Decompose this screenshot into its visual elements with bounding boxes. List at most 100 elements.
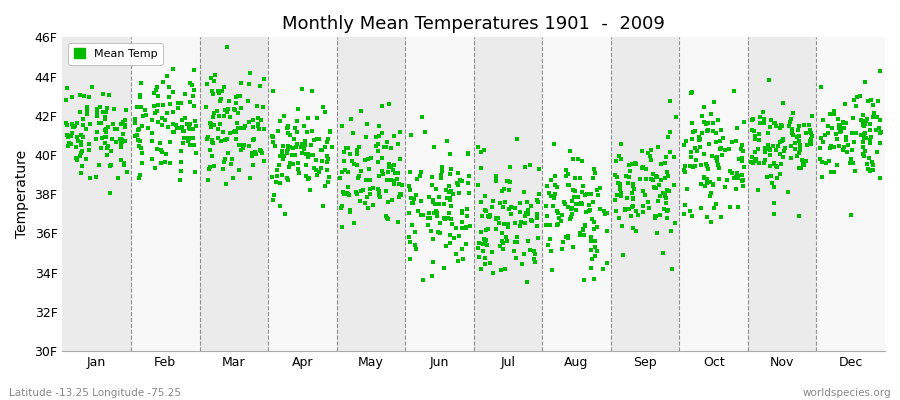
Point	[212, 112, 226, 119]
Point	[492, 243, 507, 249]
Point	[554, 218, 568, 224]
Point	[862, 168, 877, 174]
Point	[454, 225, 469, 231]
Point	[90, 106, 104, 112]
Point	[857, 122, 871, 129]
Point	[857, 135, 871, 142]
Point	[492, 220, 507, 226]
Bar	[473, 37, 543, 351]
Point	[585, 175, 599, 182]
Point	[626, 225, 640, 231]
Point	[213, 121, 228, 127]
Point	[813, 156, 827, 162]
Point	[544, 192, 558, 199]
Point	[849, 102, 863, 109]
Point	[73, 109, 87, 115]
Point	[745, 117, 760, 124]
Point	[872, 140, 886, 146]
Point	[662, 187, 677, 194]
Point	[846, 160, 860, 166]
Point	[590, 248, 605, 254]
Point	[850, 94, 864, 100]
Point	[371, 159, 385, 165]
Point	[144, 117, 158, 124]
Point	[279, 148, 293, 154]
Point	[543, 222, 557, 228]
Point	[354, 188, 368, 195]
Point	[319, 183, 333, 190]
Point	[409, 228, 423, 235]
Point	[583, 207, 598, 213]
Point	[726, 88, 741, 94]
Point	[448, 250, 463, 257]
Point	[715, 152, 729, 158]
Point	[74, 132, 88, 138]
Point	[323, 128, 338, 135]
Point	[486, 270, 500, 276]
Point	[429, 208, 444, 215]
Point	[392, 191, 407, 197]
Bar	[268, 37, 337, 351]
Point	[626, 196, 640, 203]
Point	[381, 216, 395, 222]
Point	[576, 183, 590, 189]
Point	[656, 190, 670, 197]
Point	[311, 169, 326, 175]
Point	[786, 110, 800, 116]
Point	[665, 265, 680, 272]
Point	[659, 200, 673, 206]
Point	[455, 178, 470, 184]
Point	[693, 180, 707, 187]
Point	[71, 138, 86, 144]
Point	[273, 118, 287, 124]
Point	[620, 195, 634, 202]
Point	[636, 208, 651, 215]
Point	[636, 188, 651, 194]
Point	[641, 198, 655, 205]
Point	[166, 109, 180, 115]
Point	[301, 115, 315, 122]
Point	[824, 168, 838, 175]
Point	[735, 178, 750, 184]
Point	[627, 186, 642, 192]
Point	[623, 168, 637, 174]
Point	[866, 162, 880, 168]
Point	[510, 136, 525, 142]
Point	[166, 129, 180, 136]
Point	[501, 221, 516, 228]
Point	[60, 122, 75, 128]
Bar	[62, 37, 131, 351]
Point	[745, 154, 760, 160]
Point	[382, 101, 396, 108]
Point	[443, 194, 457, 201]
Point	[714, 145, 728, 151]
Point	[277, 153, 292, 160]
Point	[796, 122, 811, 128]
Point	[223, 130, 238, 136]
Point	[246, 124, 260, 130]
Point	[402, 168, 417, 175]
Point	[65, 130, 79, 136]
Point	[283, 144, 297, 150]
Point	[574, 200, 589, 206]
Point	[839, 120, 853, 126]
Point	[767, 120, 781, 126]
Point	[460, 213, 474, 219]
Point	[614, 193, 628, 200]
Point	[353, 198, 367, 204]
Point	[853, 93, 868, 100]
Point	[625, 204, 639, 210]
Point	[500, 224, 515, 230]
Point	[481, 213, 495, 219]
Point	[218, 107, 232, 113]
Point	[270, 173, 284, 179]
Point	[864, 97, 878, 103]
Point	[211, 88, 225, 94]
Point	[713, 146, 727, 152]
Point	[767, 161, 781, 167]
Point	[830, 162, 844, 168]
Point	[425, 272, 439, 279]
Point	[302, 174, 316, 181]
Point	[658, 192, 672, 199]
Point	[677, 210, 691, 217]
